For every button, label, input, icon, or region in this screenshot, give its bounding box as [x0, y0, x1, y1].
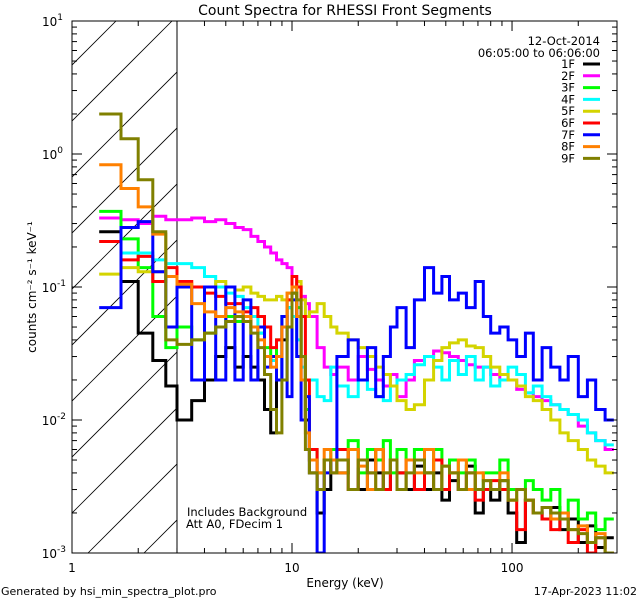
x-tick-label: 1 — [68, 561, 76, 575]
legend-label-3F: 3F — [561, 81, 575, 95]
series-3F — [99, 209, 614, 532]
y-tick-label: 10-2 — [42, 412, 66, 428]
x-tick-label: 100 — [501, 561, 524, 575]
y-tick-label: 100 — [42, 146, 63, 162]
hatch-line — [72, 71, 177, 178]
x-tick-labels: 1 10 100 — [68, 561, 523, 575]
legend-label-8F: 8F — [561, 140, 575, 154]
footer-generated-by: Generated by hsi_min_spectra_plot.pro — [1, 585, 217, 598]
annotation-attenuator: Att A0, FDecim 1 — [186, 517, 283, 531]
y-tick-labels: 101 100 10-1 10-2 10-3 — [42, 13, 66, 561]
axis-ticks — [71, 20, 618, 554]
hatched-region — [0, 0, 177, 553]
legend-label-4F: 4F — [561, 92, 575, 106]
x-tick-label: 10 — [284, 561, 299, 575]
y-axis-label: counts cm⁻² s⁻¹ keV⁻¹ — [25, 221, 39, 353]
legend-label-6F: 6F — [561, 116, 575, 130]
series-9F — [99, 112, 614, 553]
chart-title: Count Spectra for RHESSI Front Segments — [198, 3, 492, 19]
hatch-line — [72, 21, 173, 122]
legend-label-5F: 5F — [561, 104, 575, 118]
series-layer — [99, 112, 614, 553]
series-7F — [99, 220, 614, 553]
x-axis-label: Energy (keV) — [306, 576, 383, 590]
legend-date: 12-Oct-2014 — [528, 34, 600, 48]
y-tick-label: 10-1 — [42, 279, 66, 295]
annotation-background: Includes Background — [187, 505, 307, 519]
series-8F — [99, 163, 614, 553]
legend-label-1F: 1F — [561, 57, 575, 71]
y-tick-label: 101 — [42, 13, 63, 29]
hatch-line — [72, 351, 177, 458]
legend-label-7F: 7F — [561, 128, 575, 142]
legend-label-2F: 2F — [561, 69, 575, 83]
legend-label-9F: 9F — [561, 151, 575, 165]
footer-timestamp: 17-Apr-2023 11:02 — [534, 585, 637, 598]
hatch-line — [72, 127, 177, 234]
hatch-line — [72, 183, 177, 290]
y-tick-label: 10-3 — [42, 545, 66, 561]
hatch-line — [0, 0, 88, 553]
hatch-line — [72, 407, 177, 514]
legend-time-range: 06:05:00 to 06:06:00 — [478, 46, 600, 60]
